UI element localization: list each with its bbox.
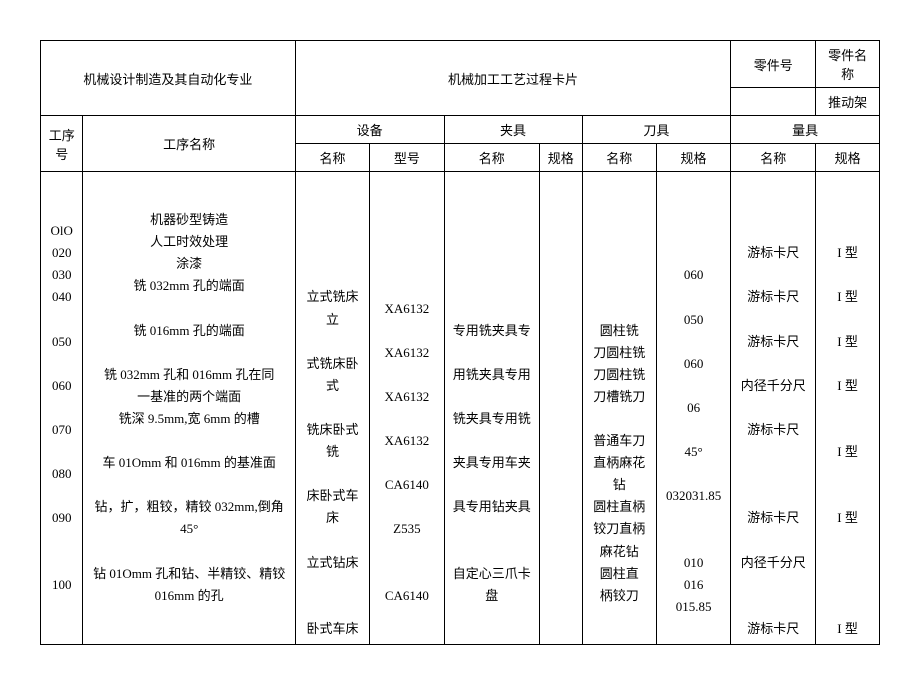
measure-name-column: 游标卡尺 游标卡尺 游标卡尺 内径千分尺 游标卡尺 游标卡尺 内径千分尺 游标卡… [731, 172, 816, 645]
cutter-spec-header: 规格 [656, 144, 730, 172]
process-card-table: 机械设计制造及其自动化专业 机械加工工艺过程卡片 零件号 零件名称 推动架 工序… [40, 40, 880, 645]
fixture-spec-header: 规格 [540, 144, 582, 172]
col-seq-header: 工序号 [41, 116, 83, 172]
part-no-value [731, 88, 816, 116]
col-cutter-header: 刀具 [582, 116, 731, 144]
seq-column: OlO 020 030 040 050 060 070 080 090 100 [41, 172, 83, 645]
equip-name-header: 名称 [295, 144, 369, 172]
part-no-label: 零件号 [731, 41, 816, 88]
col-fixture-header: 夹具 [444, 116, 582, 144]
measure-spec-column: I 型 I 型 I 型 I 型 I 型 I 型 I 型 [816, 172, 880, 645]
cutter-name-header: 名称 [582, 144, 656, 172]
equip-model-header: 型号 [370, 144, 444, 172]
dept-title: 机械设计制造及其自动化专业 [41, 41, 296, 116]
measure-name-header: 名称 [731, 144, 816, 172]
equip-name-column: 立式铣床立 式铣床卧式 铣床卧式铣 床卧式车床 立式钻床 卧式车床 [295, 172, 369, 645]
cutter-spec-column: 060 050 060 06 45° 032031.85 010 016 015… [656, 172, 730, 645]
measure-spec-header: 规格 [816, 144, 880, 172]
col-measure-header: 量具 [731, 116, 880, 144]
card-title: 机械加工工艺过程卡片 [295, 41, 730, 116]
part-name-label: 零件名称 [816, 41, 880, 88]
part-name-value: 推动架 [816, 88, 880, 116]
col-equipment-header: 设备 [295, 116, 444, 144]
fixture-name-header: 名称 [444, 144, 540, 172]
fixture-spec-column [540, 172, 582, 645]
equip-model-column: XA6132 XA6132 XA6132 XA6132 CA6140 Z535 … [370, 172, 444, 645]
cutter-name-column: 圆柱铣 刀圆柱铣 刀圆柱铣 刀槽铣刀 普通车刀 直柄麻花 钻 圆柱直柄 铰刀直柄… [582, 172, 656, 645]
op-name-column: 机器砂型铸造 人工时效处理 涂漆 铣 032mm 孔的端面 铣 016mm 孔的… [83, 172, 295, 645]
fixture-name-column: 专用铣夹具专 用铣夹具专用 铣夹具专用铣 夹具专用车夹 具专用钻夹具 自定心三爪… [444, 172, 540, 645]
col-op-header: 工序名称 [83, 116, 295, 172]
